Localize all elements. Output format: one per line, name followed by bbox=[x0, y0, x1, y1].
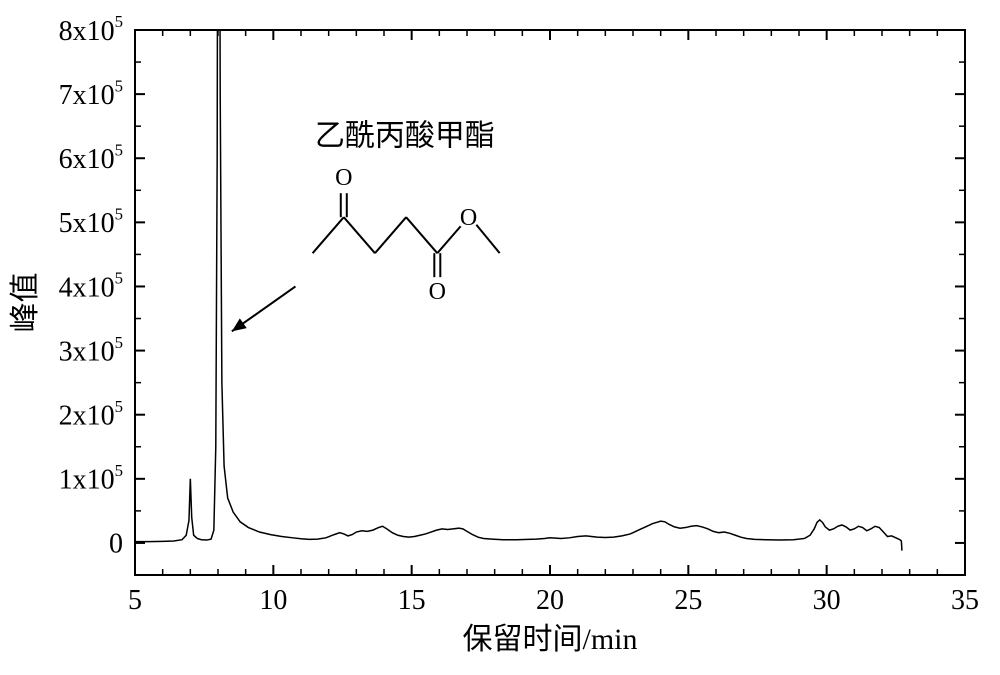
svg-text:25: 25 bbox=[674, 585, 702, 616]
svg-text:30: 30 bbox=[813, 585, 841, 616]
y-axis-label: 峰值 bbox=[9, 273, 42, 333]
molecule-structure: O O O bbox=[313, 165, 500, 305]
svg-text:10: 10 bbox=[259, 585, 287, 616]
svg-text:1x105: 1x105 bbox=[59, 461, 123, 496]
peak-annotation-label: 乙酰丙酸甲酯 bbox=[315, 119, 495, 152]
svg-text:0: 0 bbox=[109, 529, 123, 560]
svg-text:15: 15 bbox=[398, 585, 426, 616]
svg-text:2x105: 2x105 bbox=[59, 397, 123, 432]
svg-text:7x105: 7x105 bbox=[59, 76, 123, 111]
svg-text:5x105: 5x105 bbox=[59, 205, 123, 240]
svg-text:4x105: 4x105 bbox=[59, 269, 123, 304]
chromatogram-chart: 5 10 15 20 25 30 35 保留时间/min 0 1x105 2x105 3x105 4x1… bbox=[0, 0, 1000, 675]
svg-text:20: 20 bbox=[536, 585, 564, 616]
svg-text:5: 5 bbox=[128, 585, 142, 616]
svg-text:6x105: 6x105 bbox=[59, 140, 123, 175]
svg-text:3x105: 3x105 bbox=[59, 333, 123, 368]
svg-text:O: O bbox=[335, 165, 352, 191]
svg-text:O: O bbox=[429, 279, 446, 305]
svg-text:O: O bbox=[460, 205, 477, 231]
svg-text:35: 35 bbox=[951, 585, 979, 616]
x-axis-label: 保留时间/min bbox=[462, 623, 637, 656]
svg-text:8x105: 8x105 bbox=[59, 12, 123, 47]
chromatogram-trace bbox=[135, 0, 902, 551]
